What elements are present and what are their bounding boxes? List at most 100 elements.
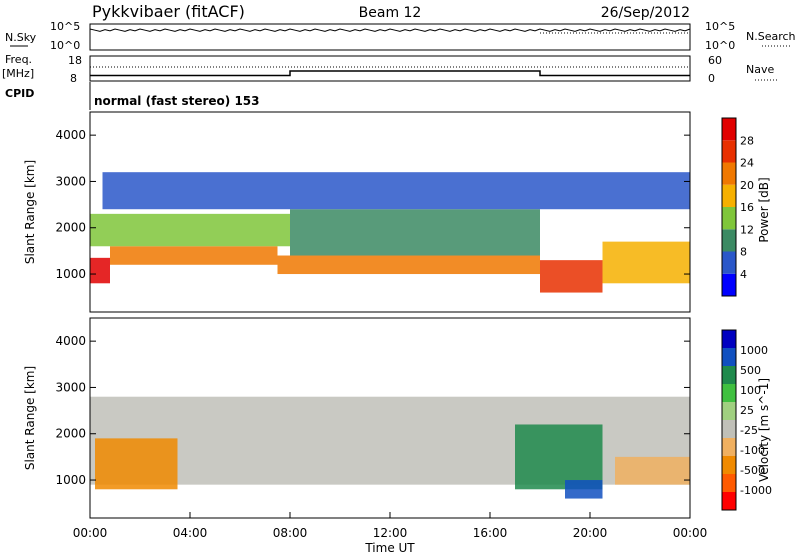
y-tick-label-0: 1000: [55, 267, 86, 281]
freq-panel: Freq. [MHz] 18 8 60 0 Nave: [2, 53, 778, 85]
x-tick-label-0: 00:00: [73, 526, 108, 540]
data-band-5: [90, 213, 290, 247]
colorbar-tick-6: -500: [740, 464, 765, 477]
colorbar-segment-7: [722, 366, 736, 384]
y-tick-label-2: 3000: [55, 174, 86, 188]
data-band-6: [290, 209, 540, 256]
power-data-bands: [90, 172, 690, 293]
x-tick-label-1: 04:00: [173, 526, 208, 540]
y-tick-label-3: 4000: [55, 128, 86, 142]
noise-panel: N.Sky 10^5 10^0 10^5 10^0 N.Search: [5, 20, 796, 52]
colorbar-tick-1: 500: [740, 364, 761, 377]
freq-right-tick-top: 60: [708, 54, 722, 67]
colorbar-tick-7: -1000: [740, 484, 772, 497]
colorbar-segment-1: [722, 474, 736, 492]
x-tick-label-6: 00:00: [673, 526, 708, 540]
colorbar-segment-6: [722, 384, 736, 402]
colorbar-segment-8: [722, 348, 736, 366]
colorbar-frame: [721, 117, 737, 297]
colorbar-tick-4: -25: [740, 424, 758, 437]
colorbar-tick-2: 20: [740, 179, 754, 192]
colorbar-segment-5: [722, 402, 736, 420]
cpid-row: CPID normal (fast stereo) 153: [5, 82, 260, 110]
y-tick-label-1: 2000: [55, 427, 86, 441]
data-band-4: [615, 456, 690, 485]
colorbar-tick-2: 100: [740, 384, 761, 397]
freq-frame: [89, 55, 691, 82]
x-tick-label-2: 08:00: [273, 526, 308, 540]
nave-label: Nave: [746, 63, 774, 76]
velocity-colorbar: 1000 500 100 25 -25 -100 -500 -1000: [721, 329, 772, 511]
noise-right-tick-bottom: 10^0: [705, 39, 735, 52]
colorbar-segment-6: [722, 140, 736, 163]
x-tick-label-3: 12:00: [373, 526, 408, 540]
noise-right-tick-top: 10^5: [705, 20, 735, 33]
freq-right-tick-bottom: 0: [708, 72, 715, 85]
colorbar-segment-2: [722, 229, 736, 252]
colorbar-tick-3: 25: [740, 404, 754, 417]
colorbar-segment-1: [722, 251, 736, 274]
colorbar-segment-7: [722, 118, 736, 141]
power-colorbar-label: Power [dB]: [757, 177, 771, 242]
velocity-data-bands: [90, 396, 690, 499]
y-tick-label-3: 4000: [55, 334, 86, 348]
colorbar-segment-9: [722, 330, 736, 348]
y-tick-label-0: 1000: [55, 473, 86, 487]
power-colorbar: 28 24 20 16 12 8 4: [721, 117, 754, 297]
data-band-0: [90, 257, 110, 284]
noise-left-label: N.Sky: [5, 31, 37, 44]
x-tick-label-5: 20:00: [573, 526, 608, 540]
colorbar-tick-0: 28: [740, 134, 754, 147]
cpid-label: CPID: [5, 87, 34, 100]
colorbar-segment-4: [722, 420, 736, 438]
time-axis-ticks: 00:00 04:00 08:00 12:00 16:00 20:00 00:00: [73, 512, 708, 540]
beam-label: Beam 12: [359, 5, 422, 21]
data-band-3: [540, 260, 603, 293]
colorbar-segment-4: [722, 184, 736, 207]
power-y-ticks: 1000 2000 3000 4000: [55, 128, 690, 281]
data-band-4: [602, 241, 690, 284]
time-axis-label: Time UT: [364, 541, 415, 554]
radar-title: Pykkvibaer (fitACF): [92, 2, 245, 21]
noise-frame: [89, 23, 691, 51]
freq-left-tick-top: 18: [68, 54, 82, 67]
freq-step-line: [90, 70, 690, 77]
colorbar-segment-3: [722, 438, 736, 456]
colorbar-segment-0: [722, 273, 736, 296]
colorbar-tick-5: 8: [740, 246, 747, 259]
y-tick-label-2: 3000: [55, 380, 86, 394]
noise-left-tick-top: 10^5: [50, 20, 80, 33]
y-tick-label-1: 2000: [55, 221, 86, 235]
power-panel: 1000 2000 3000 4000 Slant Range [km] 28 24 20…: [23, 111, 771, 313]
data-band-1: [95, 438, 178, 490]
colorbar-tick-0: 1000: [740, 344, 768, 357]
colorbar-segment-5: [722, 162, 736, 185]
freq-left-label-1: Freq.: [5, 53, 32, 66]
data-band-3: [565, 480, 603, 499]
freq-left-tick-bottom: 8: [70, 72, 77, 85]
power-frame: [89, 111, 691, 313]
data-band-1: [110, 246, 278, 265]
colorbar-segment-3: [722, 207, 736, 230]
noise-sky-line: [89, 28, 691, 32]
velocity-ylabel: Slant Range [km]: [23, 366, 37, 470]
data-band-7: [102, 172, 690, 210]
cpid-mode: normal (fast stereo) 153: [94, 94, 260, 108]
colorbar-segment-0: [722, 492, 736, 510]
colorbar-segment-2: [722, 456, 736, 474]
velocity-panel: 1000 2000 3000 4000 Slant Range [km] 1000 50…: [23, 317, 772, 519]
colorbar-tick-5: -100: [740, 444, 765, 457]
date-label: 26/Sep/2012: [601, 5, 690, 21]
colorbar-tick-1: 24: [740, 157, 754, 170]
colorbar-tick-4: 12: [740, 223, 754, 236]
freq-left-label-2: [MHz]: [2, 67, 34, 80]
data-band-2: [515, 424, 603, 490]
noise-left-tick-bottom: 10^0: [50, 39, 80, 52]
colorbar-tick-3: 16: [740, 201, 754, 214]
x-tick-label-4: 16:00: [473, 526, 508, 540]
data-band-2: [277, 255, 540, 275]
power-ylabel: Slant Range [km]: [23, 160, 37, 264]
colorbar-tick-6: 4: [740, 268, 747, 281]
colorbar-frame: [721, 329, 737, 511]
